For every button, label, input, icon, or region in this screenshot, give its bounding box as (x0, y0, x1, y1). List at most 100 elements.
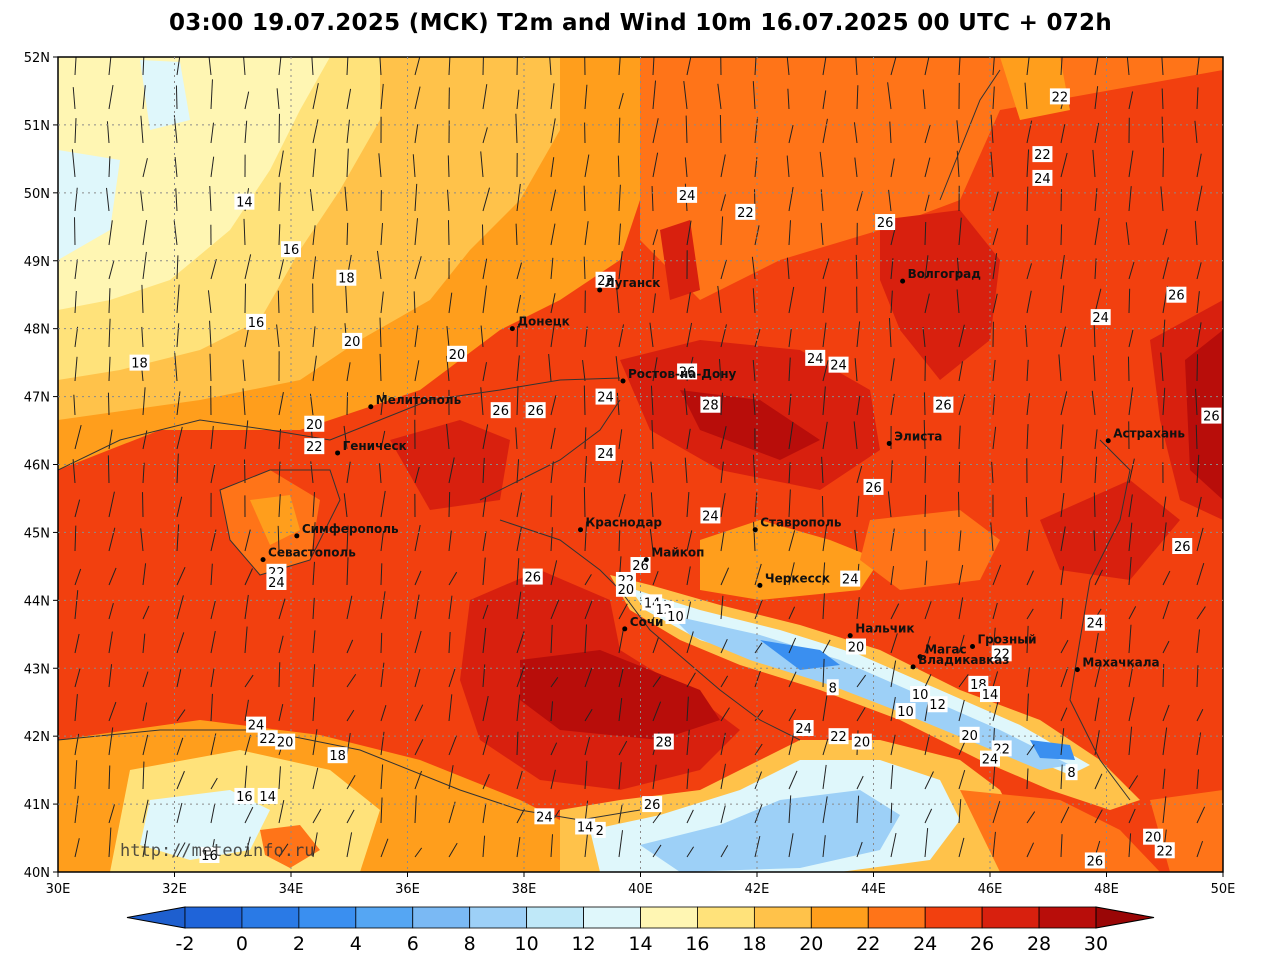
contour-label: 20 (848, 641, 865, 656)
wind-barb (618, 184, 621, 212)
city-markers: Луганск Донецк Волгоград Ростов-на-Дону Мели… (260, 267, 1185, 673)
wind-barb (448, 530, 452, 552)
wind-barb (210, 464, 216, 484)
colorbar-swatch (412, 906, 471, 929)
wind-barb (890, 660, 897, 688)
wind-barb (482, 127, 488, 144)
wind-barb (822, 524, 828, 552)
colorbar-tick-label: 22 (856, 933, 880, 955)
wind-barb (448, 57, 451, 76)
wind-barb (651, 420, 654, 450)
graticule (58, 57, 1223, 872)
wind-barb (175, 188, 178, 212)
wind-barb (583, 385, 586, 416)
wind-barb (210, 79, 213, 110)
lat-label: 49N (24, 255, 50, 270)
wind-barb (618, 804, 623, 824)
wind-barb (652, 229, 658, 246)
contour-label: 2 (596, 824, 604, 839)
wind-barb (482, 285, 487, 314)
city-label: Симферополь (302, 522, 399, 536)
wind-barb (1196, 291, 1200, 314)
wind-barb (346, 775, 356, 790)
wind-barb (379, 353, 382, 382)
wind-barb (822, 90, 827, 110)
colorbar-swatch (355, 906, 414, 929)
wind-barb (1060, 597, 1064, 620)
contour-label: 26 (632, 559, 649, 574)
wind-barb (243, 57, 246, 76)
wind-barb (854, 529, 858, 552)
contour-label-bg (826, 679, 839, 696)
contour-label: 22 (830, 730, 847, 745)
wind-barb (786, 155, 790, 178)
wind-barb (108, 827, 112, 858)
contour-label-bg (793, 720, 814, 737)
wind-barb (278, 843, 289, 858)
contour-label: 20 (961, 729, 978, 744)
wind-barb (584, 221, 589, 246)
wind-barb (754, 642, 763, 654)
wind-barb (584, 667, 593, 688)
wind-barb (550, 624, 553, 654)
city-dot (368, 404, 374, 410)
wind-barb (924, 636, 931, 654)
wind-barb (992, 763, 996, 790)
wind-barb (550, 427, 556, 450)
wind-barb (482, 424, 489, 450)
wind-barb (991, 461, 994, 484)
wind-barb (856, 795, 860, 824)
wind-barb (684, 388, 688, 416)
wind-barb (992, 602, 998, 620)
wind-barb (787, 88, 790, 110)
colorbar: -2 0 2 4 6 8 10 12 14 16 18 20 22 24 26 28 30 (126, 906, 1155, 955)
wind-barb (311, 57, 314, 76)
wind-barb (958, 740, 966, 756)
city-label: Майкоп (651, 546, 704, 560)
wind-barb (1026, 693, 1029, 722)
wind-barb (210, 425, 214, 450)
wind-barb (108, 356, 111, 382)
wind-barb (448, 765, 454, 790)
wind-barb (720, 845, 729, 858)
city-dot (1074, 667, 1080, 673)
wind-barb (1026, 744, 1035, 756)
wind-barb (176, 255, 179, 280)
contour-label-bg (863, 478, 884, 495)
wind-barb (209, 353, 212, 382)
city-dot (578, 527, 584, 533)
colorbar-swatch (583, 906, 641, 929)
wind-barb (958, 361, 963, 382)
contour-label: 26 (644, 798, 661, 813)
wind-barb (1060, 57, 1063, 76)
lat-label: 50N (24, 187, 50, 202)
contour-label: 22 (1034, 148, 1051, 163)
wind-barb (720, 763, 726, 790)
wind-barb (686, 672, 696, 688)
city-label: Луганск (605, 276, 661, 290)
wind-barb (686, 601, 692, 620)
wind-barb (888, 189, 892, 212)
wind-barb (1093, 530, 1096, 552)
wind-barb (1094, 188, 1098, 212)
wind-barb (107, 455, 110, 484)
wind-barb (480, 151, 484, 178)
wind-barb (958, 425, 961, 450)
contour-label-bg (615, 580, 636, 597)
wind-barb (1026, 290, 1032, 314)
city-label: Элиста (894, 429, 942, 443)
wind-barb (210, 668, 215, 688)
contour-label-bg (1143, 828, 1164, 845)
wind-barb (550, 560, 558, 586)
wind-barb (210, 156, 215, 178)
wind-barb (1026, 424, 1029, 450)
wind-barb (142, 251, 147, 280)
wind-barb (1094, 663, 1101, 688)
city-label: Ростов-на-Дону (628, 367, 737, 381)
colorbar-swatch (526, 906, 584, 929)
wind-barb (482, 803, 487, 824)
contour-label-bg (593, 821, 606, 838)
wind-barb (142, 799, 149, 824)
wind-barb (754, 599, 763, 620)
